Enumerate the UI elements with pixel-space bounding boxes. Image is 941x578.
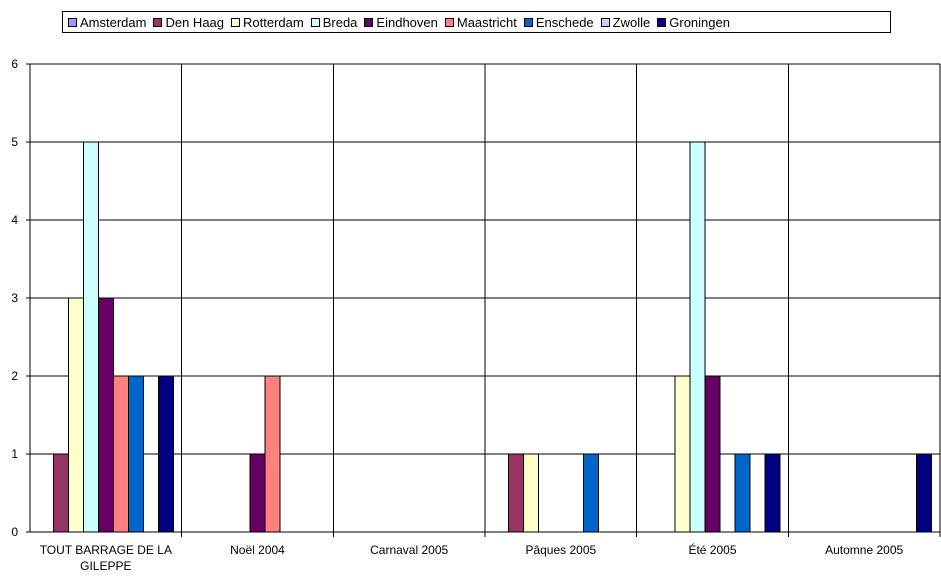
legend-swatch	[523, 17, 533, 27]
legend-item: Groningen	[657, 15, 730, 30]
x-tick-label: Carnaval 2005	[370, 543, 448, 557]
legend-item: Rotterdam	[231, 15, 304, 30]
bar	[97, 297, 114, 533]
legend-swatch	[310, 17, 320, 27]
bar	[249, 453, 266, 533]
bar	[764, 453, 781, 533]
legend-label: Breda	[322, 14, 358, 30]
legend-item: Eindhoven	[364, 14, 438, 30]
y-tick-label: 1	[11, 447, 18, 461]
bar	[127, 375, 144, 533]
bar	[674, 375, 691, 533]
bar	[704, 375, 721, 533]
legend-item: Zwolle	[600, 14, 651, 30]
legend-label: Groningen	[669, 14, 730, 30]
bar	[734, 453, 751, 533]
x-tick-label: Pâques 2005	[525, 543, 596, 557]
x-tick-label: Noël 2004	[230, 543, 285, 557]
x-tick-label: Automne 2005	[825, 543, 903, 557]
legend-label: Maastricht	[456, 14, 517, 30]
legend-item: Enschede	[523, 14, 594, 30]
y-tick-label: 0	[11, 525, 18, 539]
legend-label: Den Haag	[165, 14, 225, 30]
bar	[689, 141, 706, 533]
bar	[67, 297, 84, 533]
y-tick-label: 4	[11, 213, 18, 227]
bar	[522, 453, 539, 533]
legend-swatch	[231, 17, 241, 27]
legend-label: Eindhoven	[376, 14, 438, 30]
bar	[112, 375, 129, 533]
x-tick-label: TOUT BARRAGE DE LA GILEPPE	[40, 543, 172, 573]
legend-swatch	[657, 17, 667, 27]
legend-swatch	[444, 17, 454, 27]
bar	[157, 375, 174, 533]
legend-swatch	[153, 17, 163, 27]
legend-swatch	[68, 17, 77, 27]
legend-label: Enschede	[535, 14, 594, 30]
legend-item: Breda	[310, 14, 358, 30]
legend: Amsterdam Den Haag Rotterdam Breda Eindhoven…	[62, 11, 891, 33]
legend-item: Amsterdam	[68, 15, 146, 30]
bar	[52, 453, 69, 533]
y-tick-label: 3	[11, 291, 18, 305]
legend-label: Amsterdam	[80, 14, 147, 30]
bar	[507, 453, 524, 533]
legend-item: Maastricht	[444, 14, 517, 30]
y-tick-label: 6	[11, 57, 18, 71]
legend-label: Rotterdam	[243, 14, 304, 30]
bar	[582, 453, 599, 533]
legend-swatch	[600, 17, 610, 27]
legend-item: Den Haag	[153, 15, 224, 30]
x-tick-label: Été 2005	[688, 542, 736, 557]
legend-label: Zwolle	[612, 14, 651, 30]
bar	[82, 141, 99, 533]
bar	[264, 375, 281, 533]
legend-swatch	[364, 17, 374, 27]
y-tick-label: 2	[11, 369, 18, 383]
bar	[916, 453, 933, 533]
y-tick-label: 5	[11, 135, 18, 149]
